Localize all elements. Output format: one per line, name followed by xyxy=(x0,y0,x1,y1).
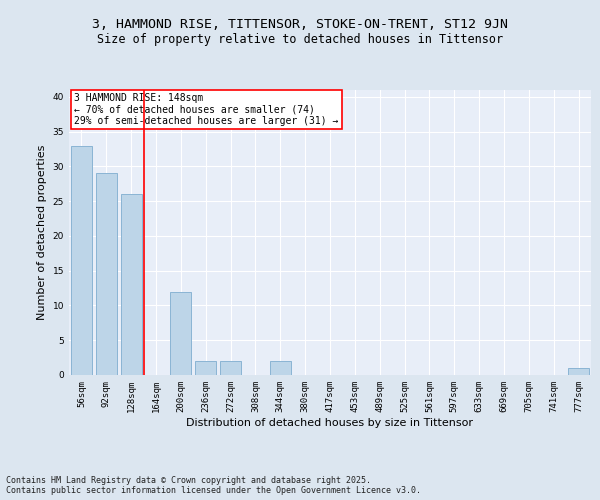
Bar xyxy=(71,146,92,375)
Bar xyxy=(270,361,291,375)
Bar xyxy=(96,174,117,375)
Y-axis label: Number of detached properties: Number of detached properties xyxy=(37,145,47,320)
X-axis label: Distribution of detached houses by size in Tittensor: Distribution of detached houses by size … xyxy=(187,418,473,428)
Bar xyxy=(170,292,191,375)
Bar xyxy=(220,361,241,375)
Text: 3, HAMMOND RISE, TITTENSOR, STOKE-ON-TRENT, ST12 9JN: 3, HAMMOND RISE, TITTENSOR, STOKE-ON-TRE… xyxy=(92,18,508,30)
Bar xyxy=(195,361,216,375)
Text: Contains HM Land Registry data © Crown copyright and database right 2025.
Contai: Contains HM Land Registry data © Crown c… xyxy=(6,476,421,495)
Text: 3 HAMMOND RISE: 148sqm
← 70% of detached houses are smaller (74)
29% of semi-det: 3 HAMMOND RISE: 148sqm ← 70% of detached… xyxy=(74,93,338,126)
Bar xyxy=(568,368,589,375)
Bar xyxy=(121,194,142,375)
Text: Size of property relative to detached houses in Tittensor: Size of property relative to detached ho… xyxy=(97,32,503,46)
